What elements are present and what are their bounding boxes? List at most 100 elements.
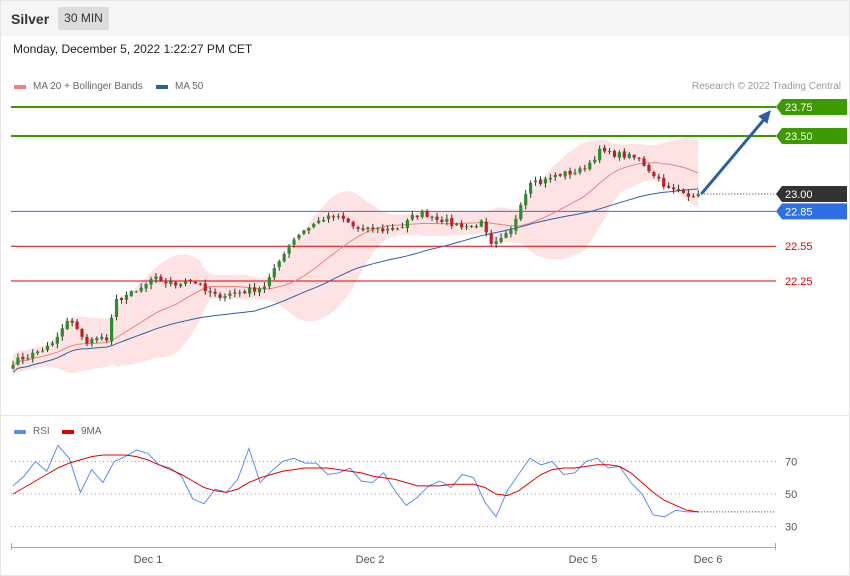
candle-body — [603, 147, 607, 152]
candle-body — [593, 159, 597, 163]
candle-body — [351, 221, 355, 227]
ma20-line — [12, 162, 699, 366]
candle-body — [573, 172, 577, 174]
legend-swatch-rsi — [14, 429, 26, 434]
candle-body — [228, 293, 232, 296]
candle-body — [494, 241, 498, 245]
candle-body — [208, 291, 212, 293]
level-label-22-25: 22.25 — [785, 276, 813, 288]
candle-body — [21, 356, 25, 360]
level-label-23-00: 23.00 — [785, 189, 813, 201]
candle-body — [326, 215, 331, 220]
candle-body — [376, 228, 380, 230]
candle-body — [395, 228, 400, 230]
level-tag-23-50 — [776, 128, 847, 144]
candle-body — [612, 150, 617, 157]
candle-body — [430, 216, 434, 218]
candle-body — [321, 219, 326, 222]
candle-body — [257, 288, 262, 293]
candles — [11, 144, 700, 370]
level-tag-22-85 — [776, 203, 847, 220]
level-label-22-85: 22.85 — [785, 206, 813, 218]
candle-body — [361, 228, 365, 231]
candle-body — [100, 336, 104, 339]
candle-body — [681, 189, 686, 193]
candle-body — [159, 276, 163, 282]
candle-body — [346, 218, 350, 223]
timeframe-button[interactable]: 30 MIN — [58, 7, 109, 30]
candle-body — [450, 217, 454, 226]
candle-body — [524, 194, 528, 206]
candle-body — [248, 287, 252, 294]
candle-body — [647, 164, 651, 172]
candle-body — [627, 154, 631, 158]
rsi-tick-label: 30 — [785, 522, 797, 534]
candle-body — [55, 336, 59, 344]
candle-body — [479, 220, 483, 227]
time-tick-label: Dec 5 — [569, 554, 598, 566]
candle-body — [307, 228, 311, 231]
candle-body — [179, 284, 183, 287]
chart-credit: Research © 2022 Trading Central — [691, 81, 841, 92]
candle-body — [45, 345, 50, 351]
candle-body — [662, 177, 666, 187]
candle-body — [139, 287, 143, 292]
candle-body — [272, 268, 276, 278]
legend-swatch-9ma — [62, 429, 74, 434]
candle-body — [267, 277, 271, 287]
candle-body — [188, 279, 193, 282]
rsi-9ma-line — [12, 454, 699, 513]
level-tag-23-75 — [776, 99, 847, 115]
candle-body — [119, 297, 124, 301]
candle-body — [435, 216, 439, 220]
legend-label-ma20: MA 20 + Bollinger Bands — [33, 81, 143, 92]
candle-body — [499, 238, 503, 243]
level-tag-23-00 — [776, 186, 847, 202]
candle-body — [238, 292, 242, 294]
candle-body — [420, 210, 424, 217]
candle-body — [469, 225, 474, 228]
time-tick-label: Dec 1 — [134, 554, 163, 566]
candle-body — [341, 215, 345, 219]
candle-body — [588, 162, 592, 170]
candle-body — [676, 189, 681, 191]
candle-body — [164, 281, 168, 284]
candle-body — [183, 281, 188, 284]
candle-body — [90, 339, 94, 343]
time-tick-label: Dec 2 — [356, 554, 385, 566]
candle-body — [686, 193, 691, 197]
legend-item-ma20: MA 20 + Bollinger Bands — [14, 81, 143, 92]
candle-body — [26, 357, 30, 359]
candle-body — [154, 276, 158, 280]
candle-body — [16, 357, 20, 365]
candle-body — [223, 296, 227, 299]
candle-body — [622, 151, 626, 158]
candle-body — [484, 221, 488, 233]
candle-body — [110, 317, 114, 342]
legend-item-ma50: MA 50 — [156, 81, 203, 92]
candle-body — [504, 233, 508, 238]
candle-body — [218, 294, 222, 299]
candle-body — [445, 218, 449, 222]
candle-body — [60, 328, 64, 337]
candle-body — [95, 338, 99, 341]
candle-body — [543, 178, 548, 184]
candle-body — [198, 283, 202, 285]
level-label-23-75: 23.75 — [785, 102, 813, 114]
candle-body — [652, 172, 656, 176]
candle-body — [65, 320, 69, 329]
candle-body — [252, 287, 257, 292]
candle-body — [80, 329, 84, 337]
candle-body — [243, 291, 247, 294]
candle-body — [169, 281, 173, 284]
candle-body — [366, 227, 370, 230]
candle-body — [40, 350, 45, 352]
candle-body — [489, 233, 493, 244]
level-label-22-55: 22.55 — [785, 241, 813, 253]
candle-body — [583, 168, 587, 170]
forecast-arrow-head — [758, 110, 771, 124]
candle-body — [11, 365, 15, 369]
candle-body — [509, 230, 513, 234]
candle-body — [637, 157, 641, 159]
